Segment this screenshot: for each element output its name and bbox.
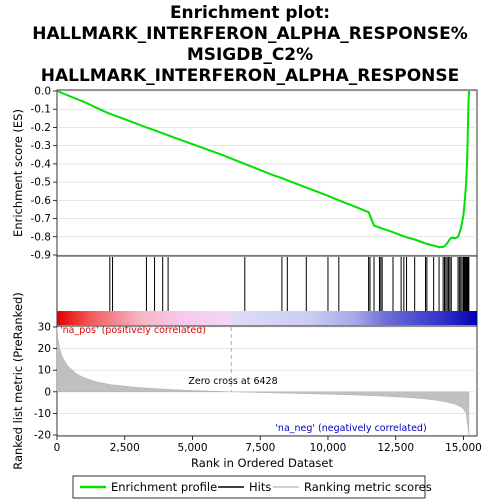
metric-y-tick-label: -10 <box>34 408 51 420</box>
legend-label-hits: Hits <box>249 480 271 494</box>
positive-correlation-label: 'na_pos' (positively correlated) <box>60 325 206 336</box>
hits-panel <box>56 255 478 327</box>
es-y-tick-label: -0.4 <box>31 158 52 170</box>
negative-correlation-label: 'na_neg' (negatively correlated) <box>275 423 426 434</box>
zero-cross-label: Zero cross at 6428 <box>188 376 277 387</box>
metric-y-tick-label: -20 <box>34 430 51 442</box>
x-tick-label: 12,500 <box>377 442 414 454</box>
x-tick-label: 15,000 <box>445 442 482 454</box>
es-y-axis-label: Enrichment score (ES) <box>11 109 25 237</box>
title-line-4: HALLMARK_INTERFERON_ALPHA_RESPONSE <box>41 66 460 86</box>
hit-lines <box>109 257 470 311</box>
es-y-tick-label: -0.5 <box>31 177 52 189</box>
title-line-2: HALLMARK_INTERFERON_ALPHA_RESPONSE% <box>32 24 468 44</box>
es-y-tick-label: -0.2 <box>31 122 52 134</box>
es-y-tick-label: -0.7 <box>31 213 52 225</box>
metric-y-tick-label: 0 <box>44 386 51 398</box>
ranking-metric-area <box>56 326 470 436</box>
metric-y-tick-label: 10 <box>38 365 51 377</box>
metric-y-tick-label: 30 <box>38 322 51 334</box>
es-panel: 0.0-0.1-0.2-0.3-0.4-0.5-0.6-0.7-0.8-0.9 … <box>11 86 478 262</box>
x-axis-ticks: 0 2,500 5,000 7,500 10,000 12,500 15,000 <box>54 436 482 454</box>
es-y-tick-label: -0.1 <box>31 104 52 116</box>
x-tick-label: 7,500 <box>245 442 275 454</box>
ranking-color-bar <box>57 311 477 325</box>
metric-panel-frame <box>56 325 478 437</box>
metric-gridlines <box>57 326 477 436</box>
es-y-tick-label: -0.3 <box>31 140 52 152</box>
metric-panel: 30 20 10 0 -10 -20 0 2,500 5,000 7,500 10,000 12,5… <box>11 292 482 470</box>
es-y-tick-label: -0.6 <box>31 195 52 207</box>
legend-label-enrichment: Enrichment profile <box>111 480 217 494</box>
enrichment-profile-line <box>56 90 471 249</box>
legend-label-ranking: Ranking metric scores <box>304 480 432 494</box>
es-gridlines <box>57 90 477 256</box>
legend-box <box>72 475 426 499</box>
title-line-3: MSIGDB_C2% <box>187 45 313 65</box>
legend: Enrichment profile Hits Ranking metric s… <box>72 475 432 499</box>
es-y-tick-label: -0.9 <box>31 250 52 262</box>
es-y-axis-ticks: 0.0 -0.1 -0.2 -0.3 -0.4 -0.5 -0.6 -0.7 -0.8 -0.9 <box>31 86 57 262</box>
x-tick-label: 0 <box>54 442 61 454</box>
title-line-1: Enrichment plot: <box>170 3 330 23</box>
x-tick-label: 2,500 <box>110 442 140 454</box>
metric-y-tick-label: 20 <box>38 343 51 355</box>
es-y-tick-label: 0.0 <box>34 86 51 98</box>
es-y-tick-label: -0.8 <box>31 231 52 243</box>
metric-y-axis-ticks: 30 20 10 0 -10 -20 <box>34 322 57 442</box>
metric-y-axis-label: Ranked list metric (PreRanked) <box>11 292 25 470</box>
x-axis-label: Rank in Ordered Dataset <box>191 456 334 470</box>
x-tick-label: 5,000 <box>177 442 207 454</box>
x-tick-label: 10,000 <box>310 442 347 454</box>
